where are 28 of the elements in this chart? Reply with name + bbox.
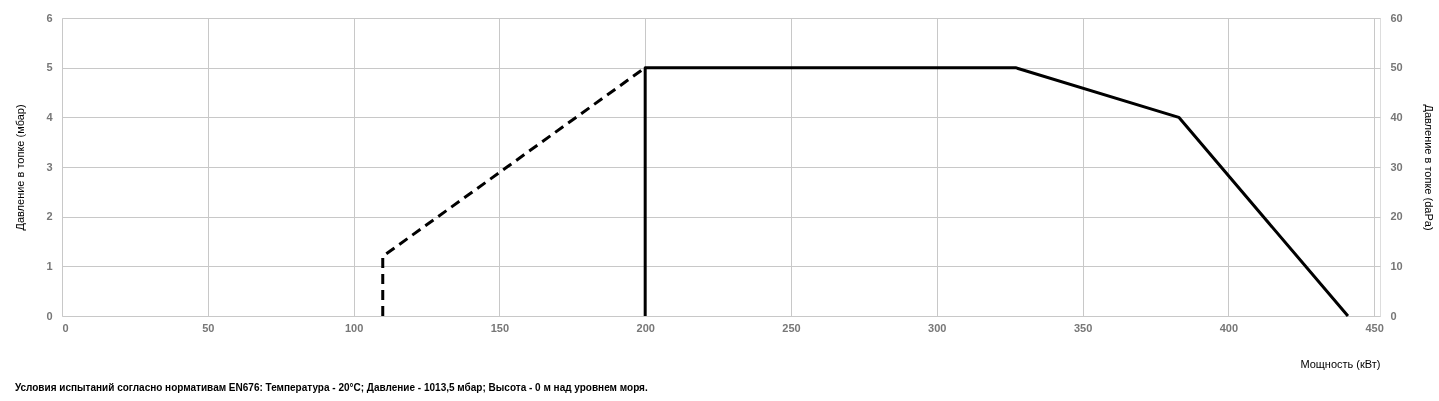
x-tick-label: 50 bbox=[202, 321, 215, 334]
text: Условия испытаний согласно нормативам EN676: Температура - 20°C; Давление - 1013,5 мбар; Высота - 0 м над уровнем моря. bbox=[14, 382, 648, 393]
y-axis-title: Давление в топке (мбар) bbox=[14, 104, 27, 231]
y-tick-label: 6 bbox=[46, 11, 53, 24]
x-tick-label: 100 bbox=[344, 321, 364, 334]
y-tick-label: 5 bbox=[46, 61, 53, 74]
y2-tick-label: 10 bbox=[1390, 259, 1403, 272]
x-tick-label: 400 bbox=[1219, 321, 1239, 334]
y-tick-label: 2 bbox=[46, 210, 53, 223]
x-tick-label: 250 bbox=[782, 321, 801, 334]
x-tick-label: 300 bbox=[928, 321, 947, 334]
y-tick-label: 0 bbox=[46, 309, 53, 322]
y2-tick-label: 50 bbox=[1390, 61, 1403, 74]
y2-tick-label: 40 bbox=[1390, 110, 1403, 123]
y-tick-label: 1 bbox=[46, 259, 53, 272]
y2-tick-label: 0 bbox=[1390, 309, 1397, 322]
x-tick-label: 150 bbox=[490, 321, 510, 334]
x-tick-label: 350 bbox=[1073, 321, 1093, 334]
x-tick-label: 0 bbox=[62, 321, 69, 334]
x-axis-title: Мощность (кВт) bbox=[1300, 357, 1381, 370]
y2-tick-label: 20 bbox=[1390, 210, 1403, 223]
y-tick-label: 4 bbox=[46, 110, 54, 123]
y-tick-label: 3 bbox=[46, 160, 53, 173]
y2-tick-label: 30 bbox=[1390, 160, 1403, 173]
y2-axis-title: Давление в топке (daPa) bbox=[1422, 104, 1435, 231]
y2-tick-label: 60 bbox=[1390, 11, 1403, 24]
x-tick-label: 450 bbox=[1365, 321, 1384, 334]
x-tick-label: 200 bbox=[636, 321, 655, 334]
